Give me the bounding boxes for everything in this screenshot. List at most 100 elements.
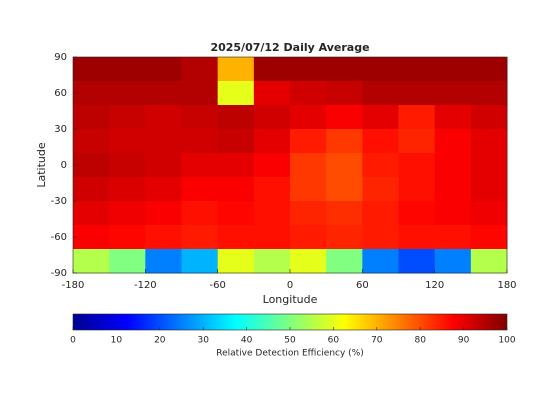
heat-cell (398, 249, 436, 274)
heat-cell (398, 177, 436, 202)
heat-cell (470, 225, 508, 250)
heat-cell (253, 105, 291, 130)
heat-cell (326, 177, 363, 202)
heat-cell (362, 57, 399, 82)
heat-cell (73, 81, 110, 106)
x-tick-label: -180 (62, 280, 85, 291)
y-tick-label: 0 (61, 160, 67, 171)
y-tick-label: -90 (51, 268, 67, 279)
heat-cell (253, 177, 291, 202)
colorbar-tick-label: 20 (154, 336, 166, 346)
heat-cell (434, 153, 472, 178)
heat-cell (217, 249, 255, 274)
colorbar-tick-label: 50 (284, 336, 296, 346)
heat-cell (290, 129, 327, 154)
colorbar-tick-label: 30 (197, 336, 209, 346)
heat-cell (145, 201, 182, 226)
heat-cell (470, 105, 508, 130)
heat-cell (290, 225, 327, 250)
heat-cell (217, 57, 255, 82)
heat-cell (398, 225, 436, 250)
heat-cell (217, 81, 255, 106)
heat-cell (145, 105, 182, 130)
heat-cell (109, 153, 146, 178)
y-tick-label: 30 (54, 124, 67, 135)
heat-cell (109, 177, 146, 202)
heat-cell (398, 105, 436, 130)
heat-cell (181, 129, 219, 154)
x-axis-label: Longitude (263, 293, 318, 306)
heat-cell (145, 225, 182, 250)
heat-cell (217, 225, 255, 250)
heat-cell (290, 57, 327, 82)
heat-cell (398, 201, 436, 226)
heat-cell (362, 201, 399, 226)
heat-cell (73, 129, 110, 154)
y-axis-label: Latitude (35, 142, 48, 188)
heat-cell (73, 153, 110, 178)
heat-cell (326, 105, 363, 130)
heat-cell (362, 81, 399, 106)
heat-cell (470, 177, 508, 202)
heat-cell (290, 81, 327, 106)
y-tick-label: -30 (51, 196, 67, 207)
heat-cell (181, 105, 219, 130)
heat-cell (326, 249, 363, 274)
heat-cell (109, 57, 146, 82)
heat-cell (253, 153, 291, 178)
heat-cell (470, 249, 508, 274)
heat-cell (253, 81, 291, 106)
heat-cell (470, 201, 508, 226)
heat-cell (362, 249, 399, 274)
heat-cell (326, 225, 363, 250)
heat-cell (253, 225, 291, 250)
heat-cell (145, 81, 182, 106)
heat-cell (362, 129, 399, 154)
x-tick-label: 0 (287, 280, 293, 291)
heat-cell (326, 57, 363, 82)
heat-cell (253, 201, 291, 226)
chart-title: 2025/07/12 Daily Average (210, 41, 369, 54)
heat-cell (181, 57, 219, 82)
heat-cell (181, 249, 219, 274)
heat-cell (362, 177, 399, 202)
heat-cell (434, 225, 472, 250)
x-tick-label: -120 (134, 280, 157, 291)
colorbar-tick-label: 80 (414, 336, 426, 346)
heat-cell (217, 177, 255, 202)
heat-cell (73, 201, 110, 226)
heat-cell (73, 105, 110, 130)
heat-cell (362, 105, 399, 130)
heat-cell (181, 81, 219, 106)
heat-cell (434, 105, 472, 130)
heat-cell (434, 57, 472, 82)
y-tick-label: 60 (54, 88, 67, 99)
heat-cell (326, 129, 363, 154)
colorbar-tick-label: 10 (111, 336, 123, 346)
heat-cell (434, 129, 472, 154)
x-tick-label: 60 (356, 280, 369, 291)
heat-cell (145, 129, 182, 154)
heat-cell (109, 225, 146, 250)
heat-cell (109, 105, 146, 130)
heat-cell (217, 129, 255, 154)
heat-cell (253, 57, 291, 82)
heat-cell (109, 81, 146, 106)
heat-cell (145, 153, 182, 178)
heat-cell (290, 201, 327, 226)
heat-cell (290, 177, 327, 202)
heat-cell (181, 153, 219, 178)
colorbar-tick-label: 0 (70, 336, 76, 346)
heat-cell (434, 81, 472, 106)
heat-cell (109, 201, 146, 226)
heat-cell (398, 153, 436, 178)
y-tick-label: -60 (51, 232, 67, 243)
heat-cell (434, 249, 472, 274)
heat-cell (362, 225, 399, 250)
colorbar-tick-label: 90 (458, 336, 470, 346)
colorbar-tick-label: 100 (498, 336, 515, 346)
y-tick-label: 90 (54, 52, 67, 63)
heat-cell (434, 177, 472, 202)
heat-cell (470, 81, 508, 106)
